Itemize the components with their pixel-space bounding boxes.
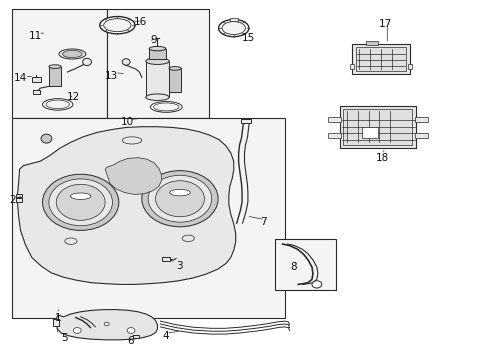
Text: 11: 11 (28, 31, 42, 41)
Ellipse shape (100, 17, 135, 34)
Polygon shape (17, 127, 235, 284)
Bar (343, 109, 411, 145)
Text: 13: 13 (104, 71, 118, 81)
Text: 5: 5 (61, 333, 68, 343)
Text: 10: 10 (121, 117, 133, 127)
Circle shape (49, 179, 112, 226)
Bar (12, 9, 106, 118)
Ellipse shape (182, 235, 194, 242)
Ellipse shape (153, 103, 179, 111)
Bar (149, 49, 165, 59)
Text: 15: 15 (241, 33, 255, 43)
Bar (33, 90, 40, 94)
Ellipse shape (150, 102, 182, 112)
Bar (274, 239, 336, 290)
Bar (339, 106, 415, 148)
Ellipse shape (122, 59, 130, 65)
Ellipse shape (70, 193, 91, 199)
Bar (414, 133, 427, 138)
Bar (327, 133, 341, 138)
Ellipse shape (149, 46, 165, 51)
Bar (241, 119, 250, 123)
Polygon shape (105, 158, 161, 194)
Bar (16, 194, 21, 197)
Text: 16: 16 (134, 17, 147, 27)
Circle shape (42, 174, 119, 230)
Ellipse shape (46, 100, 69, 109)
Bar (169, 68, 181, 92)
Bar (49, 67, 61, 86)
Bar (327, 117, 341, 122)
Text: 3: 3 (176, 261, 183, 271)
Ellipse shape (169, 67, 181, 70)
Ellipse shape (41, 134, 52, 143)
Bar (361, 127, 377, 138)
Circle shape (148, 175, 211, 222)
Text: 4: 4 (162, 330, 168, 341)
Ellipse shape (59, 49, 85, 59)
Text: 7: 7 (259, 217, 266, 228)
Circle shape (56, 184, 105, 220)
Bar (414, 117, 427, 122)
Bar (53, 319, 59, 326)
Ellipse shape (145, 58, 169, 64)
Text: 8: 8 (289, 262, 296, 272)
Text: 9: 9 (150, 35, 157, 45)
Text: 17: 17 (378, 19, 391, 30)
Ellipse shape (42, 99, 73, 110)
Bar (162, 257, 169, 261)
Text: 6: 6 (126, 336, 133, 346)
Bar (32, 77, 41, 82)
Bar (355, 47, 405, 71)
Bar (106, 9, 209, 118)
Ellipse shape (145, 94, 169, 100)
Bar (351, 44, 409, 74)
Bar (145, 61, 169, 97)
Circle shape (104, 322, 109, 326)
Text: 2: 2 (9, 195, 16, 205)
Bar (12, 118, 284, 318)
Ellipse shape (169, 189, 190, 196)
Ellipse shape (62, 50, 82, 58)
Ellipse shape (222, 22, 245, 35)
Bar (16, 198, 21, 202)
Ellipse shape (82, 58, 91, 66)
Ellipse shape (103, 19, 131, 32)
Bar (349, 64, 353, 69)
Text: 1: 1 (54, 312, 61, 323)
Ellipse shape (218, 19, 248, 37)
Ellipse shape (64, 238, 77, 244)
Bar (365, 41, 377, 45)
Circle shape (155, 181, 204, 217)
Bar (407, 64, 411, 69)
Polygon shape (56, 310, 157, 340)
Ellipse shape (49, 65, 61, 68)
Ellipse shape (122, 137, 142, 144)
Circle shape (127, 328, 135, 333)
Bar (133, 335, 139, 338)
Circle shape (311, 281, 321, 288)
Circle shape (142, 171, 218, 227)
Bar (229, 18, 237, 21)
Text: 14: 14 (14, 73, 27, 84)
Circle shape (73, 328, 81, 333)
Text: 18: 18 (375, 153, 388, 163)
Text: 12: 12 (66, 92, 80, 102)
